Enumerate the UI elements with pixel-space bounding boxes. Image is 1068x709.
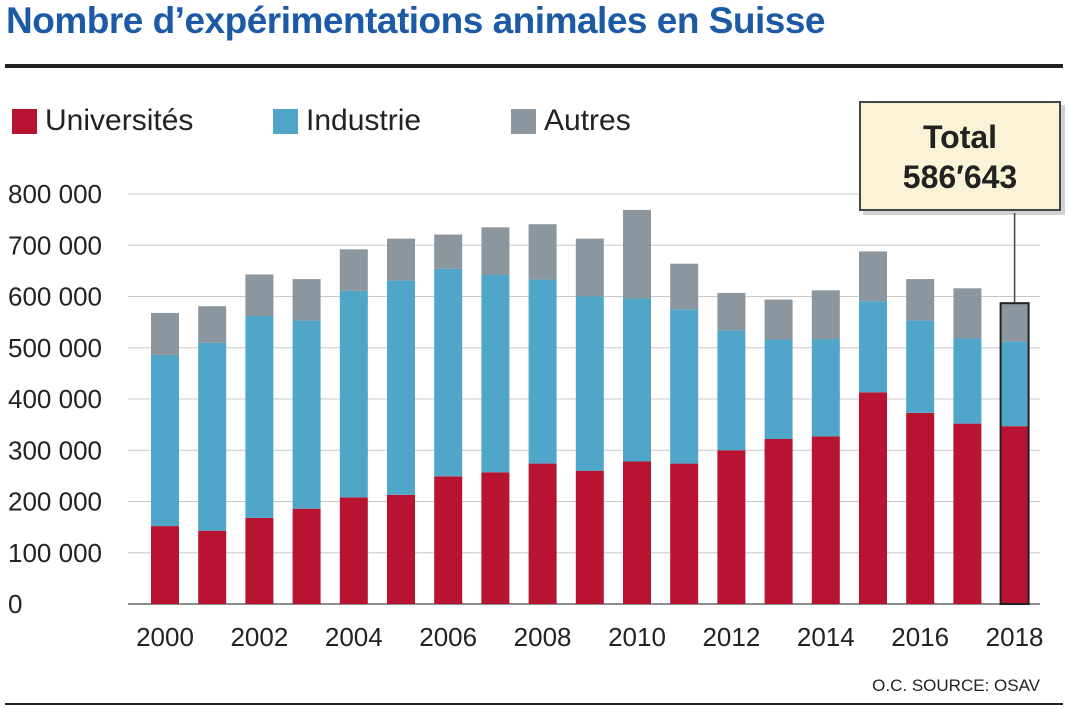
bar-segment-universites-2002	[245, 517, 274, 604]
bar-segment-industrie-2009	[575, 296, 604, 471]
bar-segment-autres-2007	[481, 227, 510, 275]
bar-segment-universites-2011	[670, 463, 699, 604]
y-tick-label: 0	[8, 589, 22, 619]
top-rule	[5, 64, 1063, 68]
bar-segment-industrie-2012	[717, 330, 746, 451]
bar-segment-universites-2006	[434, 476, 463, 604]
legend-swatch-universites	[12, 108, 37, 134]
x-tick-label: 2008	[514, 622, 572, 652]
x-tick-label: 2016	[891, 622, 949, 652]
bar-segment-universites-2001	[198, 530, 227, 604]
bar-segment-autres-2013	[764, 299, 793, 340]
x-tick-label: 2006	[419, 622, 477, 652]
bar-segment-autres-2002	[245, 274, 274, 316]
bar-segment-industrie-2001	[198, 342, 227, 531]
bar-segment-universites-2015	[859, 392, 887, 604]
bar-segment-autres-2000	[151, 312, 179, 355]
total-label: Total	[922, 119, 998, 155]
x-tick-label: 2014	[797, 622, 855, 652]
legend-label-universites: Universités	[45, 104, 194, 137]
bar-segment-autres-2004	[339, 249, 368, 291]
legend-swatch-autres	[511, 108, 536, 134]
y-tick-label: 400 000	[8, 384, 102, 414]
bar-segment-universites-2008	[528, 463, 557, 604]
legend-item-universites: Universités	[12, 104, 193, 138]
bar-segment-industrie-2003	[292, 320, 321, 509]
bar-segment-industrie-2010	[623, 298, 651, 462]
bar-segment-industrie-2014	[811, 339, 840, 437]
y-tick-label: 600 000	[8, 282, 102, 312]
bar-segment-universites-2016	[906, 412, 935, 604]
bar-segment-universites-2003	[292, 508, 321, 604]
chart-title: Nombre d’expérimentations animales en Su…	[6, 0, 826, 41]
bar-segment-autres-2003	[292, 279, 321, 321]
bar-segment-industrie-2005	[387, 280, 415, 495]
x-tick-label: 2018	[986, 622, 1044, 652]
bar-segment-autres-2018	[1000, 303, 1029, 342]
bar-segment-universites-2012	[717, 450, 746, 604]
total-callout: Total 586′643	[859, 101, 1061, 211]
x-tick-label: 2012	[702, 622, 760, 652]
bar-segment-industrie-2016	[906, 320, 935, 413]
bar-segment-industrie-2011	[670, 309, 699, 464]
bar-segment-universites-2010	[623, 461, 651, 604]
bar-segment-autres-2009	[575, 238, 604, 297]
x-tick-label: 2004	[325, 622, 383, 652]
bar-segment-universites-2017	[953, 423, 982, 604]
bar-segment-universites-2007	[481, 472, 510, 604]
bar-segment-industrie-2008	[528, 279, 557, 464]
y-tick-label: 300 000	[8, 435, 102, 465]
x-tick-label: 2000	[136, 622, 194, 652]
bar-segment-industrie-2002	[245, 315, 274, 518]
legend-swatch-industrie	[273, 108, 298, 134]
y-tick-label: 500 000	[8, 333, 102, 363]
bottom-rule	[5, 703, 1063, 705]
bar-segment-autres-2001	[198, 306, 227, 343]
bar-segment-autres-2011	[670, 263, 699, 310]
y-tick-label: 700 000	[8, 230, 102, 260]
legend-label-autres: Autres	[544, 104, 631, 137]
bar-segment-universites-2018	[1000, 426, 1029, 604]
legend-item-autres: Autres	[511, 104, 631, 138]
bar-segment-autres-2017	[953, 288, 982, 339]
bar-segment-universites-2004	[339, 497, 368, 604]
y-tick-label: 100 000	[8, 538, 102, 568]
x-tick-label: 2010	[608, 622, 666, 652]
bar-segment-industrie-2013	[764, 339, 793, 439]
bar-segment-industrie-2004	[339, 290, 368, 498]
bar-segment-autres-2006	[434, 234, 463, 269]
y-tick-label: 800 000	[8, 179, 102, 209]
bar-segment-universites-2009	[575, 470, 604, 604]
total-value: 586′643	[902, 159, 1018, 195]
bar-segment-autres-2012	[717, 292, 746, 331]
bar-segment-industrie-2006	[434, 268, 463, 477]
bar-segment-autres-2016	[906, 279, 935, 321]
x-tick-label: 2002	[230, 622, 288, 652]
bar-segment-industrie-2000	[151, 354, 179, 527]
legend-item-industrie: Industrie	[273, 104, 421, 138]
bar-segment-industrie-2017	[953, 338, 982, 424]
source-note: O.C. SOURCE: OSAV	[872, 676, 1040, 695]
bar-segment-universites-2005	[387, 494, 415, 604]
bar-segment-autres-2010	[623, 209, 651, 299]
bar-segment-autres-2008	[528, 224, 557, 280]
bar-segment-autres-2014	[811, 290, 840, 340]
bar-segment-universites-2013	[764, 438, 793, 604]
bar-segment-autres-2015	[859, 251, 887, 302]
bar-segment-industrie-2018	[1000, 341, 1029, 427]
bar-segment-universites-2014	[811, 436, 840, 604]
y-tick-label: 200 000	[8, 487, 102, 517]
legend-label-industrie: Industrie	[306, 104, 422, 137]
bar-segment-universites-2000	[151, 526, 179, 604]
bar-segment-autres-2005	[387, 238, 415, 281]
bar-segment-industrie-2015	[859, 301, 887, 393]
bar-segment-industrie-2007	[481, 274, 510, 473]
